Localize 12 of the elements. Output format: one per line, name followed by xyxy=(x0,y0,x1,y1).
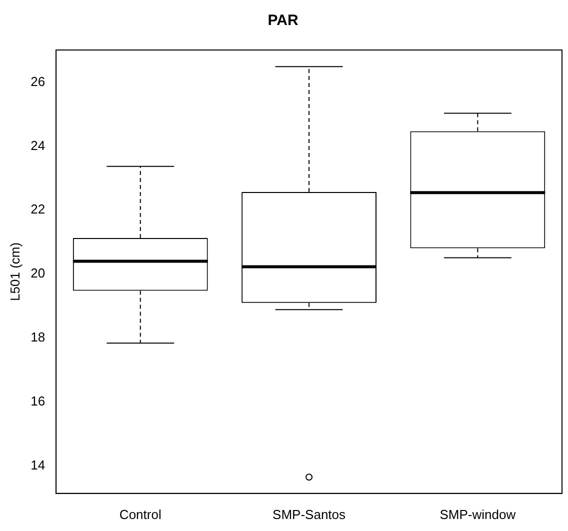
chart-title: PAR xyxy=(268,12,298,30)
y-tick-label: 16 xyxy=(30,394,46,409)
y-tick-label: 26 xyxy=(30,74,46,89)
y-tick-label: 20 xyxy=(30,266,46,281)
y-tick-label: 22 xyxy=(30,202,46,217)
y-tick-label: 18 xyxy=(30,330,46,345)
x-tick-label: SMP-window xyxy=(440,506,516,522)
x-tick-label: Control xyxy=(119,506,162,522)
x-tick-label: SMP-Santos xyxy=(272,506,346,522)
y-axis-title: L501 (cm) xyxy=(7,242,22,301)
y-tick-label: 14 xyxy=(30,457,46,472)
y-tick-label: 24 xyxy=(30,138,46,153)
